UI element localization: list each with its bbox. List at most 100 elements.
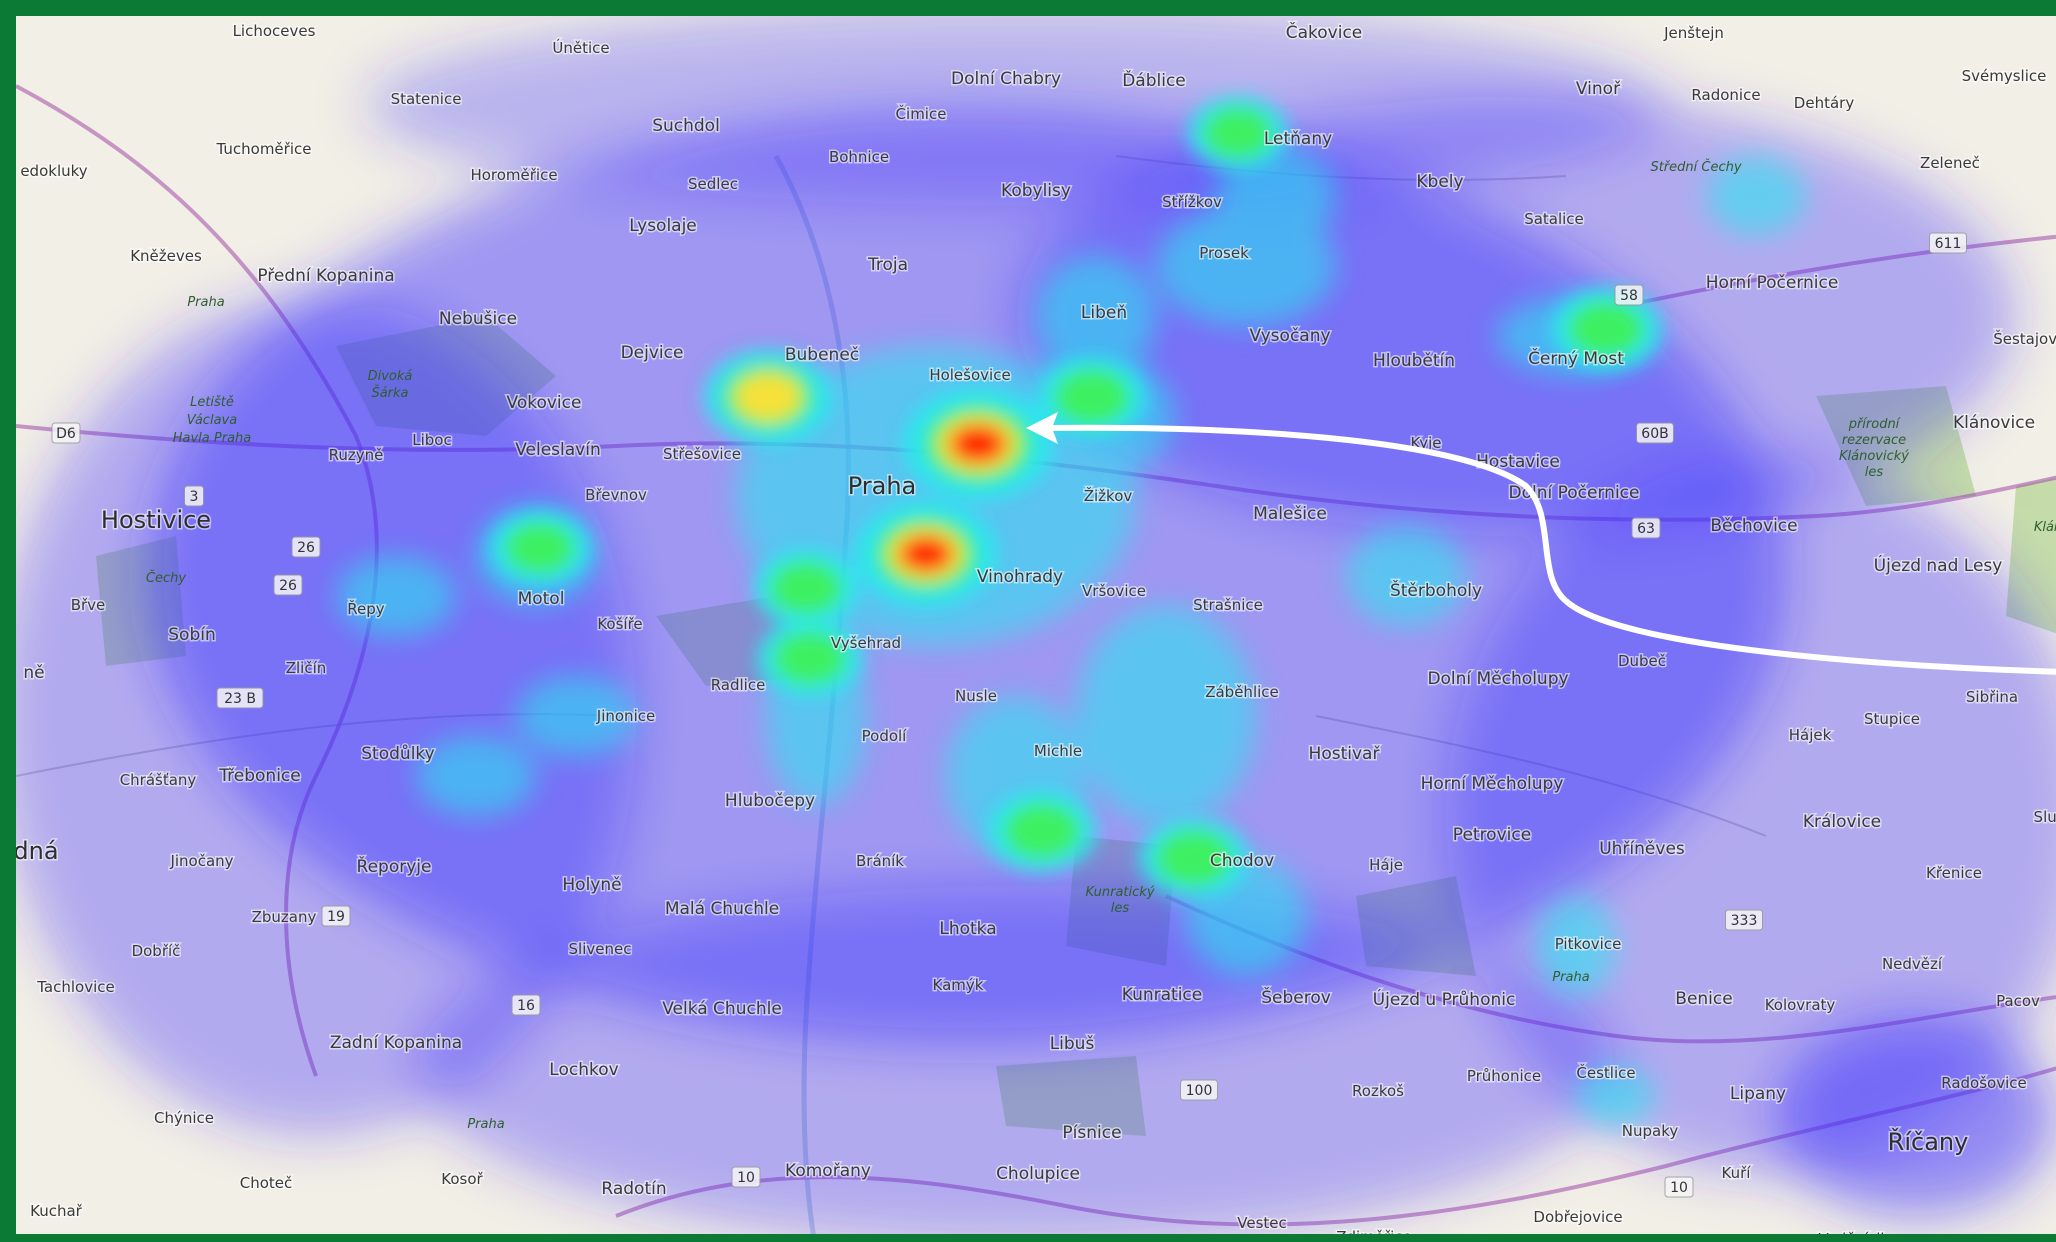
hotspot xyxy=(854,500,998,608)
place-label: Troja xyxy=(867,255,908,275)
place-label: Sibřina xyxy=(1966,688,2018,706)
place-label: Kněževes xyxy=(130,247,202,265)
road-shield-label: 333 xyxy=(1731,913,1758,929)
road-shield-label: 611 xyxy=(1935,236,1962,252)
place-label: Újezd nad Lesy xyxy=(1874,554,2003,576)
road-shield-label: 16 xyxy=(517,998,535,1014)
place-label: Řepy xyxy=(347,599,384,618)
hotspot xyxy=(753,549,859,627)
place-label: Radonice xyxy=(1691,86,1760,104)
place-label: Zličín xyxy=(286,659,327,677)
place-label: Háje xyxy=(1369,856,1403,874)
road-shield: 16 xyxy=(511,994,541,1016)
road-shield-label: 58 xyxy=(1620,288,1638,304)
hotspot xyxy=(1037,356,1147,438)
place-label: Chodov xyxy=(1210,851,1274,871)
place-label: Vinohrady xyxy=(977,567,1063,587)
place-label: Vestec xyxy=(1237,1214,1287,1232)
city-label-group: Praha xyxy=(846,471,918,502)
place-label: Malešice xyxy=(1253,504,1327,524)
place-label: Lhotka xyxy=(939,919,996,939)
area-label: Václava xyxy=(187,413,237,428)
road-shield: 611 xyxy=(1929,232,1967,254)
place-label: Cholupice xyxy=(996,1164,1080,1184)
place-label: Kbely xyxy=(1416,172,1463,192)
hotspot xyxy=(1551,288,1661,370)
place-label: Kosoř xyxy=(441,1170,483,1188)
place-label: Bráník xyxy=(856,852,904,870)
area-label: Čechy xyxy=(146,570,186,586)
place-label: Sedlec xyxy=(688,175,738,193)
place-label: Velká Chuchle xyxy=(662,999,782,1019)
place-label: Dobříč xyxy=(132,942,181,960)
road-shield: 60B xyxy=(1636,422,1674,444)
place-label: Břevnov xyxy=(585,486,647,504)
place-label: Veleslavín xyxy=(515,440,601,460)
place-label: Průhonice xyxy=(1467,1067,1541,1085)
area-label: Střední Čechy xyxy=(1650,159,1741,175)
place-label: Zadní Kopanina xyxy=(330,1033,462,1053)
road-shield: 26 xyxy=(291,536,321,558)
area-label: Kunratický xyxy=(1085,885,1154,900)
place-label: Říčany xyxy=(1888,1127,1969,1156)
place-label: Zbuzany xyxy=(252,908,317,926)
place-label: Břve xyxy=(71,596,106,614)
place-label: Hlubočepy xyxy=(725,791,815,811)
place-label: Satalice xyxy=(1524,210,1584,228)
place-label: Hloubětín xyxy=(1373,351,1455,371)
place-label: Prosek xyxy=(1199,244,1249,262)
place-label: Královice xyxy=(1803,812,1881,832)
road-shield-label: 19 xyxy=(327,909,345,925)
place-label: Strašnice xyxy=(1193,596,1263,614)
place-labels: Lichoceves Únětice Čakovice Jenštejn Svémysl… xyxy=(16,20,2056,1235)
place-label: Podolí xyxy=(862,727,908,745)
road-shield: D6 xyxy=(51,422,81,444)
place-label: Ruzyně xyxy=(329,446,384,464)
place-label: Malá Chuchle xyxy=(665,899,779,919)
place-label: Uhříněves xyxy=(1599,839,1685,859)
place-label: Dolní Měcholupy xyxy=(1427,669,1568,689)
hotspot xyxy=(902,388,1054,500)
place-label: Stupice xyxy=(1864,710,1920,728)
arrow-head xyxy=(1026,412,1058,444)
road-shield: 333 xyxy=(1725,909,1763,931)
place-label: Čimice xyxy=(896,104,947,123)
place-label: Újezd u Průhonic xyxy=(1373,988,1516,1010)
road-shield: 26 xyxy=(273,574,303,596)
place-label: Šestajovice xyxy=(1993,329,2056,348)
arrow-line xyxy=(1043,424,2056,675)
area-label: přírodní xyxy=(1848,417,1902,432)
place-label: Chrášťany xyxy=(120,771,197,789)
hotspot xyxy=(703,349,833,445)
area-label: Šárka xyxy=(371,385,408,401)
place-label: Jenštejn xyxy=(1663,24,1724,42)
place-label: Dehtáry xyxy=(1794,94,1855,112)
place-label: Tuchoměřice xyxy=(216,140,312,158)
place-label: Motol xyxy=(518,589,565,609)
place-label: Lipany xyxy=(1730,1084,1786,1104)
road-shield-label: 10 xyxy=(1670,1180,1688,1196)
place-label: Šeberov xyxy=(1261,986,1331,1008)
place-label: Dobřejovice xyxy=(1533,1208,1622,1226)
place-label: Jinonice xyxy=(596,707,655,725)
place-label: Řeporyje xyxy=(357,855,432,877)
road-shield: 10 xyxy=(1664,1176,1694,1198)
place-label: Lochkov xyxy=(549,1060,618,1080)
place-label: Křenice xyxy=(1926,864,1982,882)
place-label: Slivenec xyxy=(569,940,632,958)
place-label: Hostavice xyxy=(1476,452,1560,472)
annotation-arrow xyxy=(1026,412,2056,675)
heatmap-map[interactable]: Divoká Šárka Letiště Václava Havla Praha přír… xyxy=(16,16,2056,1242)
road-shield-label: 26 xyxy=(297,540,315,556)
place-label: Bubeneč xyxy=(785,345,859,365)
place-label: Chýnice xyxy=(154,1109,214,1127)
place-label: Jinočany xyxy=(169,852,233,870)
road-shield-label: D6 xyxy=(56,426,76,442)
place-label: Kolovraty xyxy=(1765,996,1836,1014)
area-label: Klánovický xyxy=(1839,449,1909,464)
place-label: Čakovice xyxy=(1286,21,1363,43)
place-label: Kunratice xyxy=(1122,985,1202,1005)
road-shield: 3 xyxy=(184,485,204,507)
